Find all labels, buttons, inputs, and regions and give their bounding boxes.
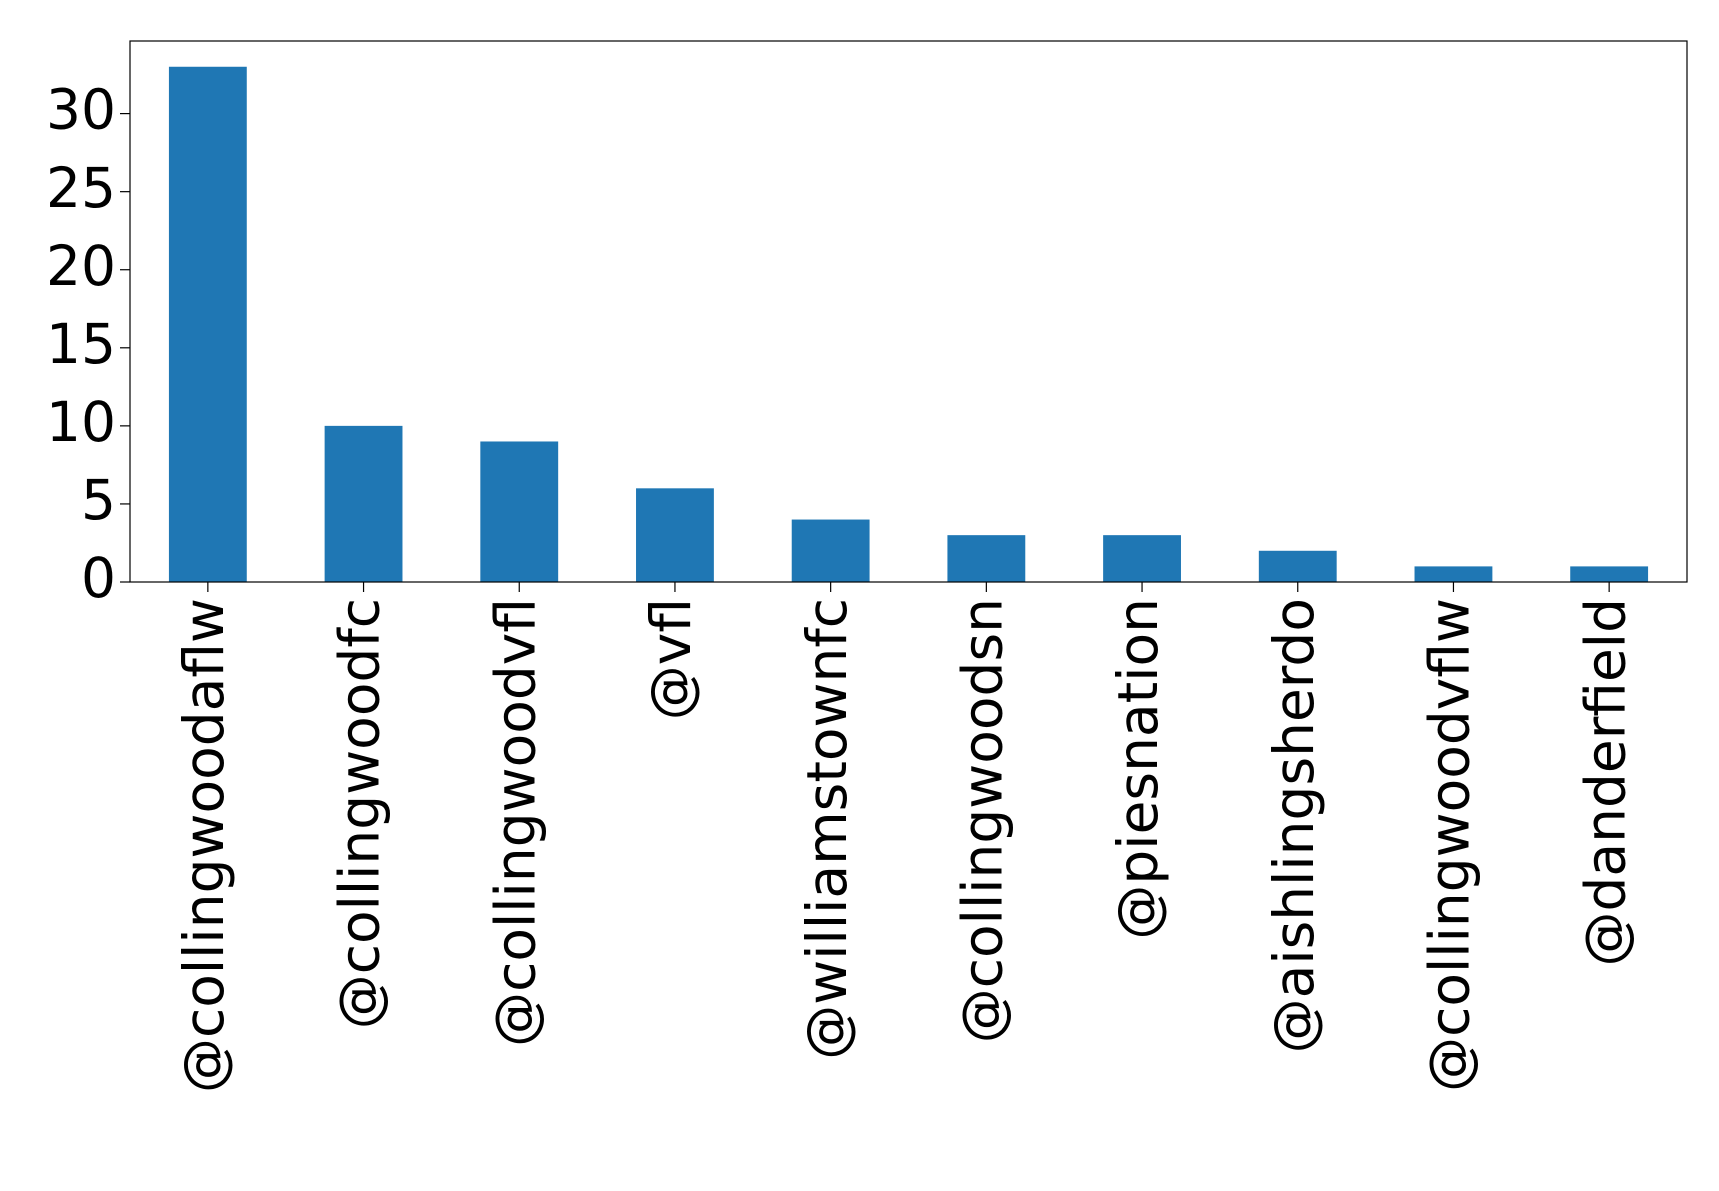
bar [324, 425, 403, 582]
x-tick-label: @collingwoodaflw [172, 598, 236, 1093]
x-tick-label: @collingwoodfc [328, 598, 392, 1029]
plot-frame [129, 40, 1688, 583]
x-tick-label: @collingwoodvfl [483, 598, 547, 1047]
x-tick-label: @piesnation [1106, 598, 1170, 940]
x-tick-label: @aishlingsherdo [1262, 598, 1326, 1053]
y-tick-label: 15 [46, 312, 116, 376]
y-tick-label: 10 [46, 390, 116, 454]
y-tick-label: 20 [46, 234, 116, 298]
bar [1570, 566, 1649, 582]
bar [1103, 535, 1181, 582]
bar [480, 441, 559, 582]
bar [1414, 566, 1493, 582]
y-tick-label: 5 [81, 468, 116, 532]
bar [1258, 550, 1337, 582]
x-tick-label: @collingwoodvflw [1418, 598, 1482, 1092]
x-tick-label: @williamstownfc [795, 598, 859, 1060]
bar [791, 519, 870, 582]
bar [947, 535, 1026, 582]
x-tick-label: @collingwoodsn [950, 598, 1014, 1043]
x-tick-label: @vfl [639, 598, 703, 720]
bar [636, 488, 714, 582]
y-tick-label: 0 [81, 546, 116, 610]
y-tick-label: 25 [46, 156, 116, 220]
x-tick-label: @danderfield [1573, 598, 1637, 967]
bar [168, 66, 247, 582]
y-tick-label: 30 [46, 78, 116, 142]
